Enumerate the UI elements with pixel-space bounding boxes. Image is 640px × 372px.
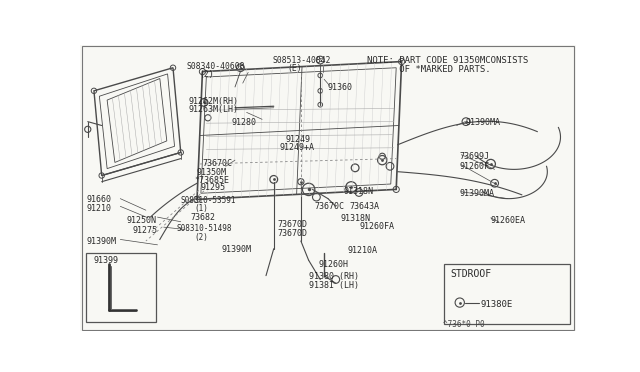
Text: (2): (2) [199, 70, 214, 79]
Text: 91350M: 91350M [196, 168, 227, 177]
Text: 73682: 73682 [191, 212, 216, 221]
Text: 91360: 91360 [328, 83, 353, 92]
Text: 91262M(RH): 91262M(RH) [189, 97, 239, 106]
Text: 91280: 91280 [231, 118, 256, 127]
Text: 73670D: 73670D [278, 220, 308, 229]
Text: 73670D: 73670D [278, 230, 308, 238]
Text: 91249: 91249 [285, 135, 310, 144]
Text: 91399: 91399 [94, 256, 119, 265]
Text: 73670C: 73670C [314, 202, 344, 212]
Bar [86, 253, 156, 322]
Text: 91295: 91295 [200, 183, 225, 192]
Text: (1): (1) [195, 204, 209, 213]
Text: 91390MA: 91390MA [460, 189, 495, 198]
Text: 91390M: 91390M [86, 237, 116, 246]
Text: 73670C: 73670C [202, 158, 232, 168]
Text: 91318N: 91318N [344, 187, 374, 196]
Text: S: S [319, 58, 322, 62]
Text: OF *MARKED PARTS.: OF *MARKED PARTS. [367, 65, 490, 74]
Text: S08513-40842: S08513-40842 [272, 56, 331, 65]
Text: 91318N: 91318N [340, 214, 371, 223]
Text: ^736*0 P0: ^736*0 P0 [443, 320, 484, 329]
Text: S08310-51498: S08310-51498 [177, 224, 232, 233]
Text: (2): (2) [195, 232, 209, 241]
Text: S: S [239, 65, 242, 70]
Text: 91260H: 91260H [319, 260, 349, 269]
Text: 91260FA: 91260FA [359, 222, 394, 231]
Text: 73643A: 73643A [349, 202, 380, 212]
Text: 91260F: 91260F [460, 163, 490, 171]
Text: NOTE: PART CODE 91350MCONSISTS: NOTE: PART CODE 91350MCONSISTS [367, 56, 528, 65]
Text: 91390MA: 91390MA [466, 118, 501, 127]
Bar [444, 264, 570, 324]
Text: 91380E: 91380E [481, 300, 513, 309]
Text: 9138I (LH): 9138I (LH) [308, 281, 358, 290]
Text: 91380 (RH): 91380 (RH) [308, 272, 358, 281]
Text: (E): (E) [288, 64, 302, 73]
Text: 91250N: 91250N [127, 216, 157, 225]
Text: STDROOF: STDROOF [451, 269, 492, 279]
Text: 73699J: 73699J [460, 153, 490, 161]
Text: 91390M: 91390M [222, 245, 252, 254]
Text: 91660: 91660 [86, 195, 111, 204]
Text: S08310-53591: S08310-53591 [180, 196, 236, 205]
Text: 91210A: 91210A [348, 246, 378, 256]
Text: 91275: 91275 [132, 225, 157, 235]
Text: S08340-40608: S08340-40608 [187, 62, 246, 71]
Text: *73685E: *73685E [194, 176, 229, 185]
Text: 91210: 91210 [86, 204, 111, 213]
Text: 91249+A: 91249+A [280, 143, 315, 152]
Text: 91263M(LH): 91263M(LH) [189, 105, 239, 114]
Text: 91260EA: 91260EA [491, 216, 525, 225]
